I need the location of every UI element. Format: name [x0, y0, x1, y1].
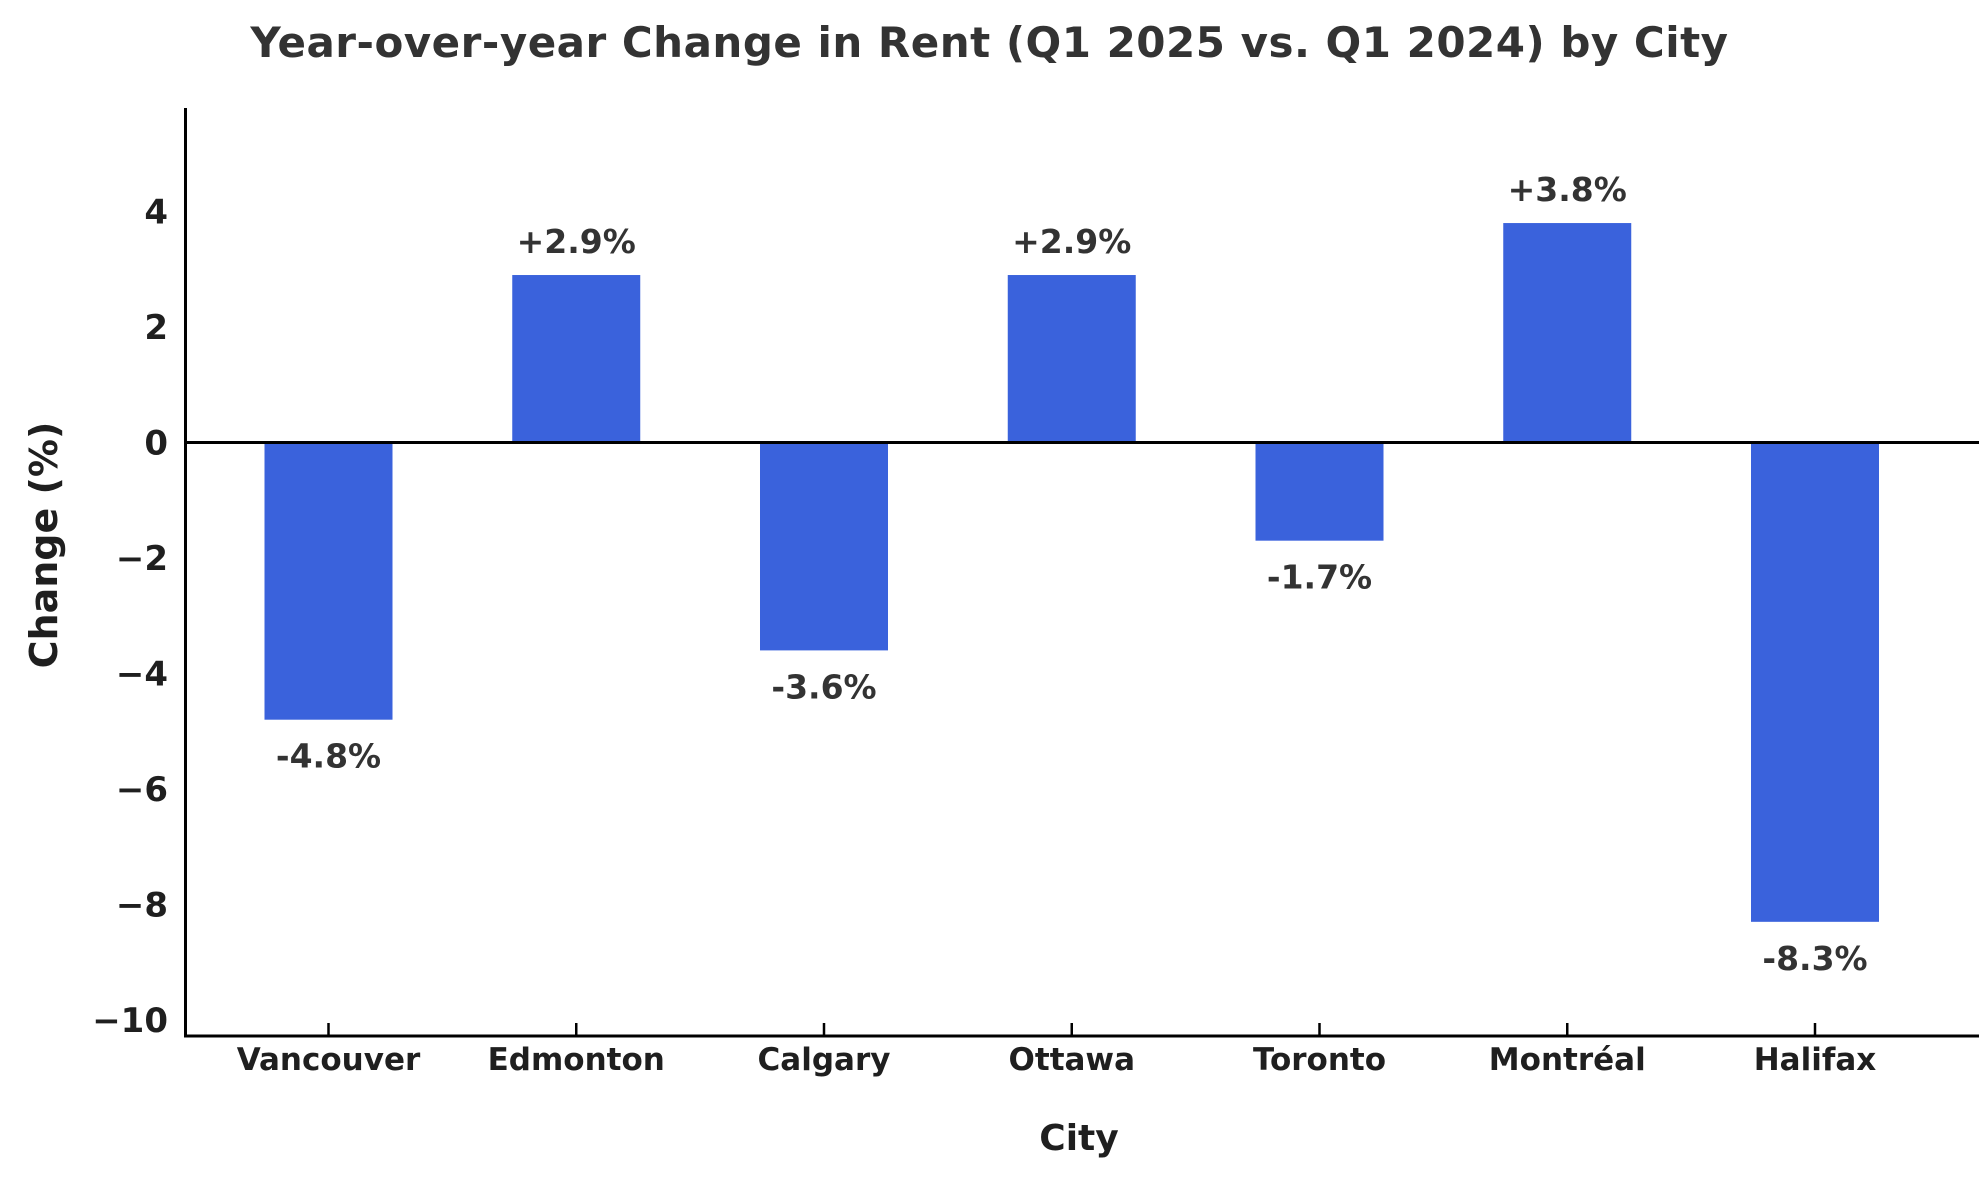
y-tick-label: 2: [144, 308, 168, 348]
x-tick-label-vancouver: Vancouver: [237, 1042, 421, 1078]
x-tick-label-edmonton: Edmonton: [488, 1042, 665, 1078]
chart-title: Year-over-year Change in Rent (Q1 2025 v…: [250, 18, 1729, 67]
bar-value-label-montr-al: +3.8%: [1508, 170, 1627, 209]
bar-toronto: [1255, 442, 1384, 541]
bar-edmonton: [512, 275, 641, 443]
x-tick-label-calgary: Calgary: [758, 1042, 891, 1078]
y-tick-label: 0: [144, 424, 168, 464]
y-tick-label: −4: [116, 655, 168, 695]
y-tick-label: −8: [116, 886, 168, 926]
bar-value-label-vancouver: -4.8%: [276, 737, 381, 776]
x-tick-label-montr-al: Montréal: [1489, 1042, 1646, 1078]
bar-halifax: [1751, 442, 1879, 922]
bar-value-label-halifax: -8.3%: [1762, 939, 1867, 978]
x-tick-label-toronto: Toronto: [1253, 1042, 1386, 1078]
bar-value-label-ottawa: +2.9%: [1012, 222, 1131, 261]
y-tick-label: 4: [144, 193, 168, 233]
bar-value-label-toronto: -1.7%: [1267, 558, 1372, 597]
bar-value-label-edmonton: +2.9%: [517, 222, 636, 261]
bar-calgary: [760, 442, 888, 651]
bar-montr-al: [1503, 223, 1632, 443]
x-tick-label-ottawa: Ottawa: [1009, 1042, 1135, 1078]
y-tick-label: −10: [92, 1001, 168, 1041]
y-tick-label: −2: [116, 539, 168, 579]
y-tick-label: −6: [116, 770, 168, 810]
x-tick-label-halifax: Halifax: [1754, 1042, 1877, 1078]
bar-vancouver: [264, 442, 393, 720]
bar-ottawa: [1007, 275, 1136, 443]
bar-value-label-calgary: -3.6%: [771, 667, 876, 706]
x-axis-label: City: [1039, 1118, 1119, 1159]
